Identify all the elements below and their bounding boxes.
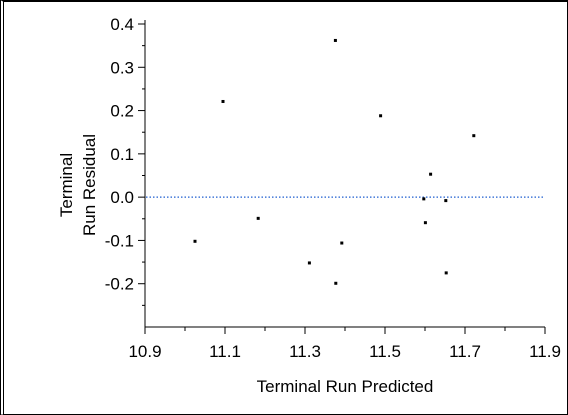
- data-point: [472, 134, 476, 138]
- y-tick-label: 0.2: [110, 102, 134, 121]
- x-tick-label: 10.9: [128, 342, 161, 361]
- data-point: [444, 271, 448, 275]
- x-tick-label: 11.5: [369, 342, 401, 361]
- data-point: [429, 172, 433, 176]
- data-point: [256, 216, 260, 220]
- data-point: [334, 281, 338, 285]
- data-point: [307, 261, 311, 265]
- x-tick-label: 11.9: [529, 342, 561, 361]
- x-tick-label: 11.7: [449, 342, 481, 361]
- y-axis-title-line-1: Terminal: [57, 153, 76, 217]
- x-tick-label: 11.1: [209, 342, 241, 361]
- y-axis-title-line-2: Run Residual: [80, 134, 99, 236]
- x-axis-title: Terminal Run Predicted: [257, 377, 434, 396]
- y-tick-label: 0.3: [110, 58, 134, 77]
- axes: [144, 20, 545, 328]
- data-point: [444, 199, 448, 203]
- data-point: [340, 241, 344, 245]
- x-tick-label: 11.3: [289, 342, 321, 361]
- data-point: [379, 114, 383, 118]
- y-axis-ticks: 0.4 0.3 0.2 0.1 0.0 -0.1 -0.2: [105, 15, 145, 306]
- data-points: [193, 38, 476, 285]
- y-tick-label: 0.0: [110, 188, 134, 207]
- y-tick-label: 0.1: [110, 145, 134, 164]
- data-point: [193, 239, 197, 243]
- data-point: [333, 38, 337, 42]
- x-axis-ticks: 10.9 11.1 11.3 11.5 11.7 11.9: [128, 327, 561, 361]
- data-point: [221, 99, 225, 103]
- y-tick-label: -0.1: [105, 231, 134, 250]
- data-point: [423, 221, 427, 225]
- y-tick-label: 0.4: [110, 15, 134, 34]
- data-point: [422, 197, 426, 201]
- y-tick-label: -0.2: [105, 275, 134, 294]
